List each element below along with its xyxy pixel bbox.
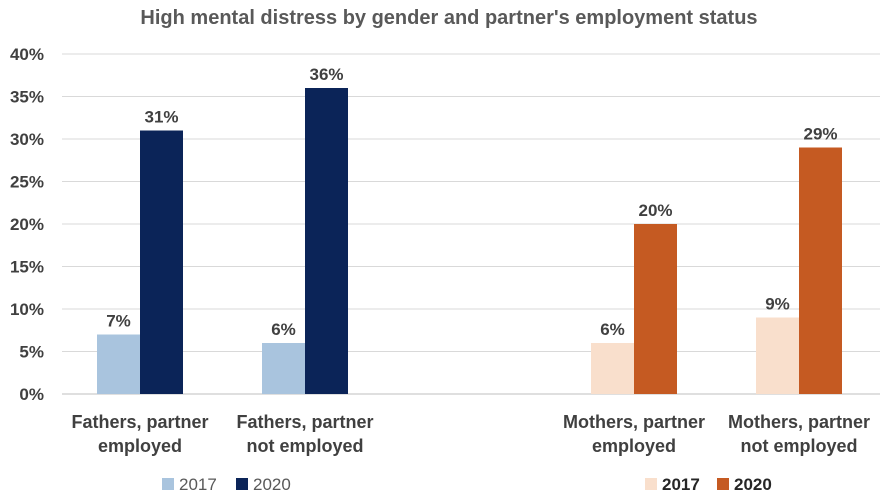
legend-swatch [162, 478, 174, 490]
y-axis: 0% 5% 10% 15% 20% 25% 30% 35% 40% [10, 45, 44, 404]
data-label: 7% [106, 312, 131, 331]
category-label-line: employed [592, 436, 676, 456]
y-tick-label: 20% [10, 215, 44, 234]
legend: 2017 2020 2017 2020 [162, 475, 772, 494]
category-label: Fathers, partner employed [71, 412, 208, 456]
category-label: Mothers, partner employed [563, 412, 705, 456]
legend-swatch [717, 478, 729, 490]
category-label-line: Mothers, partner [563, 412, 705, 432]
gridlines [62, 53, 880, 395]
bar [97, 334, 140, 394]
data-label: 6% [271, 320, 296, 339]
data-label: 6% [600, 320, 625, 339]
data-labels: 7% 31% 6% 36% 6% 20% 9% 29% [106, 65, 837, 339]
category-label-line: Fathers, partner [236, 412, 373, 432]
bar [799, 147, 842, 394]
category-label: Mothers, partner not employed [728, 412, 870, 456]
y-tick-label: 30% [10, 130, 44, 149]
y-tick-label: 35% [10, 88, 44, 107]
bar [756, 317, 799, 394]
chart-title: High mental distress by gender and partn… [140, 7, 757, 29]
bar [591, 343, 634, 394]
y-tick-label: 25% [10, 173, 44, 192]
bar [305, 88, 348, 394]
data-label: 36% [309, 65, 343, 84]
data-label: 20% [638, 201, 672, 220]
category-label-line: Fathers, partner [71, 412, 208, 432]
y-tick-label: 0% [19, 385, 44, 404]
category-label-line: not employed [740, 436, 857, 456]
legend-label: 2017 [179, 475, 217, 494]
category-label: Fathers, partner not employed [236, 412, 373, 456]
bars [97, 88, 842, 394]
category-label-line: Mothers, partner [728, 412, 870, 432]
data-label: 29% [803, 125, 837, 144]
category-label-line: employed [98, 436, 182, 456]
data-label: 9% [765, 295, 790, 314]
legend-swatch [236, 478, 248, 490]
y-tick-label: 40% [10, 45, 44, 64]
bar [634, 224, 677, 394]
legend-swatch [645, 478, 657, 490]
category-label-line: not employed [246, 436, 363, 456]
legend-label: 2020 [253, 475, 291, 494]
y-tick-label: 15% [10, 258, 44, 277]
y-tick-label: 10% [10, 300, 44, 319]
bar [140, 130, 183, 394]
data-label: 31% [144, 108, 178, 127]
y-tick-label: 5% [19, 343, 44, 362]
legend-label: 2017 [662, 475, 700, 494]
bar [262, 343, 305, 394]
legend-label: 2020 [734, 475, 772, 494]
